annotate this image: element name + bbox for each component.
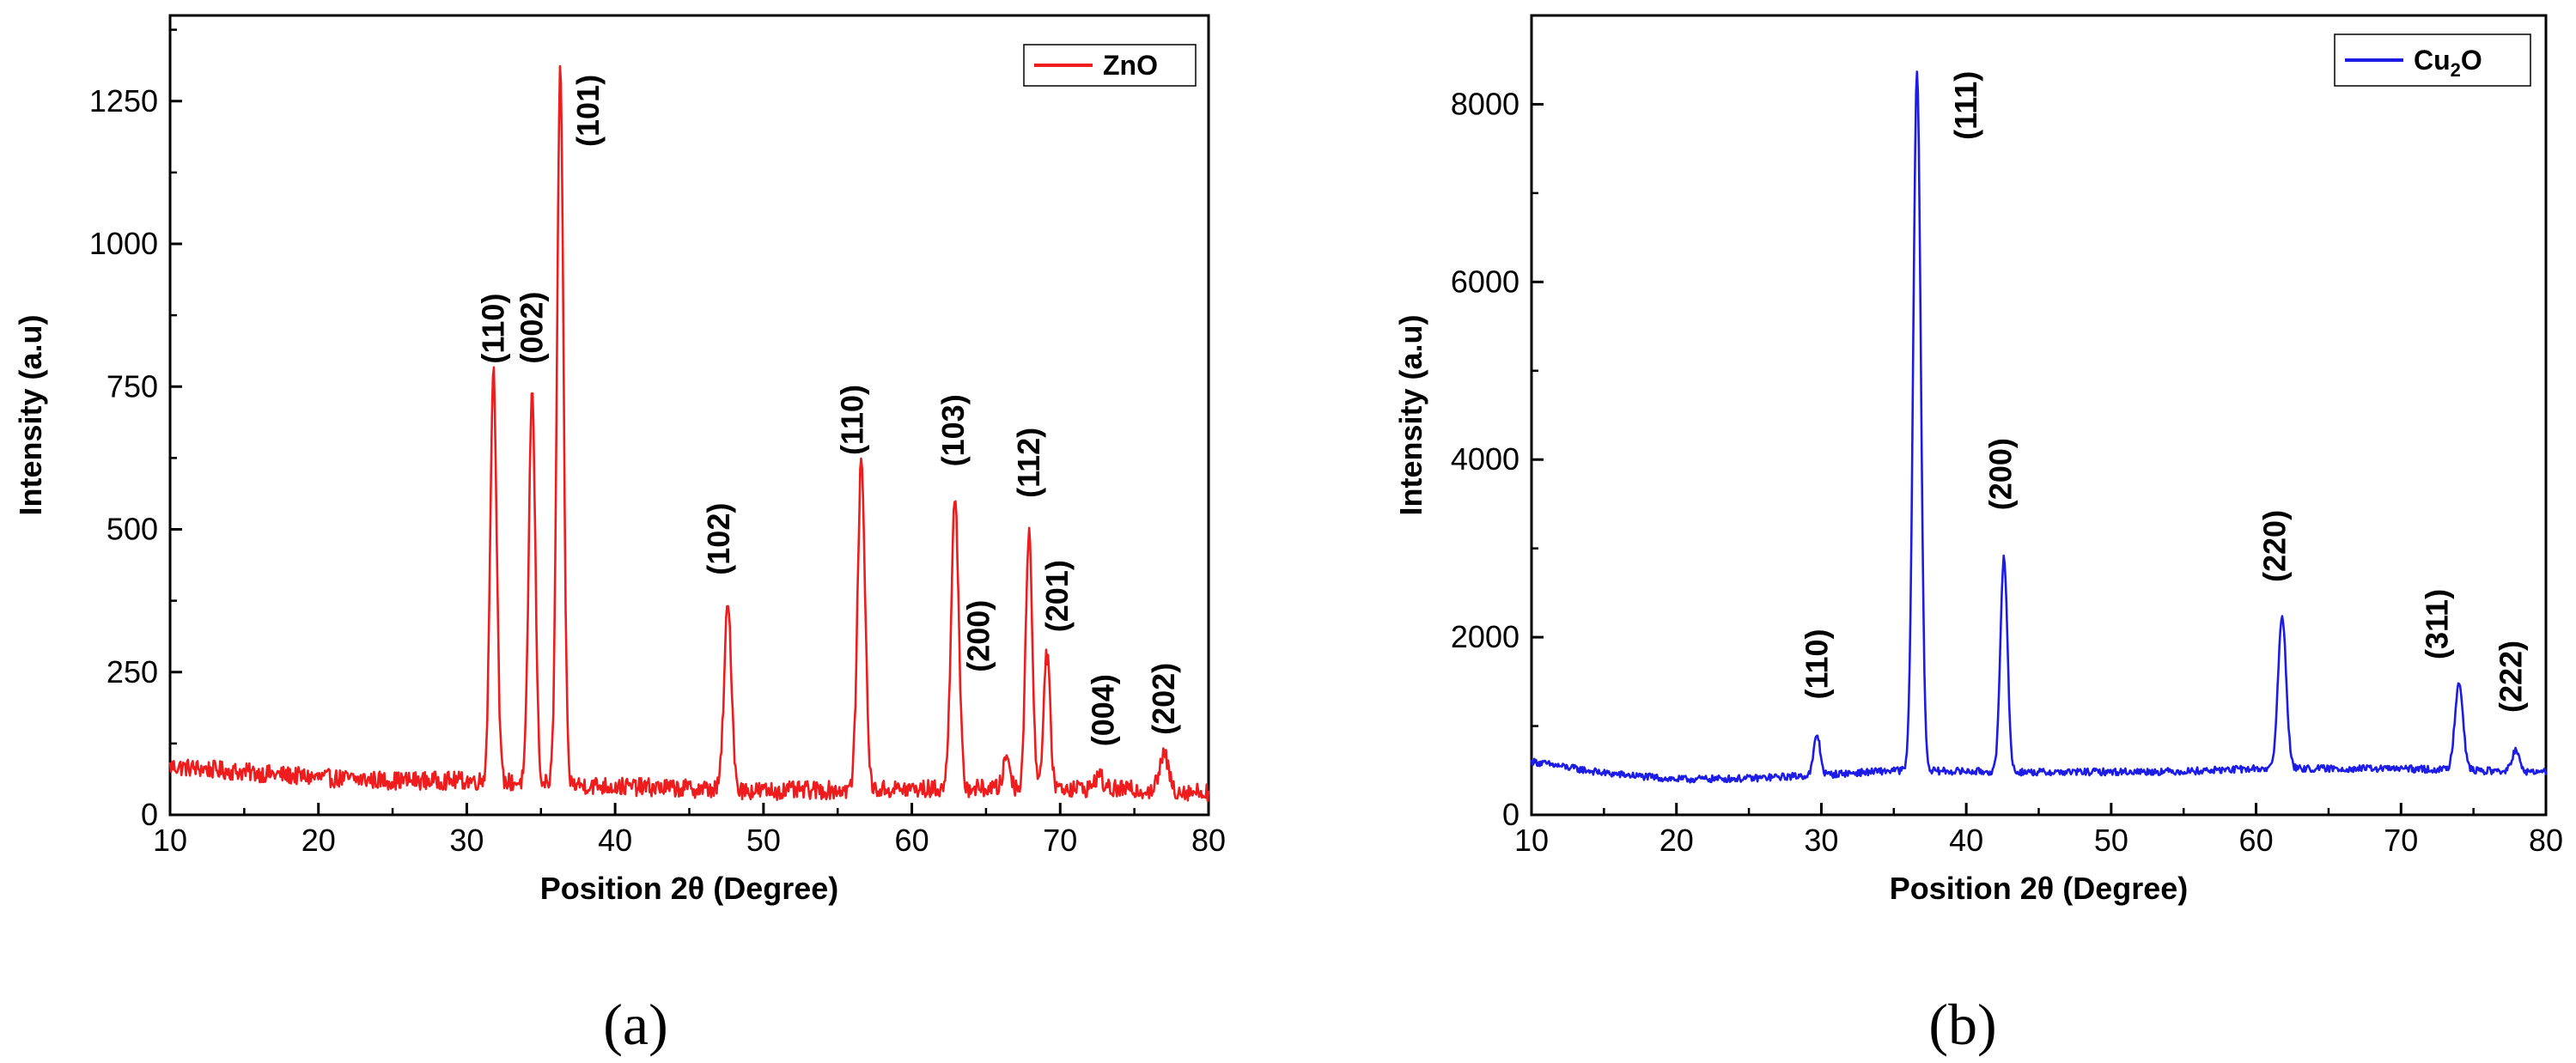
x-axis-title: Position 2θ (Degree) (1890, 871, 2189, 906)
legend-label: Cu2O (2414, 45, 2482, 81)
y-tick-label: 1000 (89, 226, 158, 261)
x-tick-label: 20 (301, 823, 336, 858)
y-tick-label: 6000 (1451, 264, 1519, 299)
y-tick-label: 250 (107, 654, 158, 689)
chart-panel-a: 10 20 30 40 50 60 70 80 0 250 500 750 1000 1250 Positi… (13, 14, 1226, 1057)
plot-frame (168, 14, 1210, 817)
y-tick-label: 500 (107, 512, 158, 547)
y-tick-label: 750 (107, 368, 158, 404)
peak-label: (110) (834, 385, 869, 455)
peak-label: (103) (935, 394, 971, 466)
x-tick-label: 60 (2239, 823, 2274, 858)
peak-label: (200) (960, 600, 996, 672)
peak-label: (111) (1948, 71, 1983, 140)
y-tick-label: 0 (141, 797, 158, 832)
x-tick-label: 10 (153, 823, 187, 858)
x-tick-label: 70 (1043, 823, 1077, 858)
x-tick-label: 40 (598, 823, 632, 858)
panel-caption: (b) (1928, 992, 1996, 1057)
peak-label: (201) (1039, 560, 1075, 632)
plot-frame (1530, 14, 2548, 817)
x-tick-label: 80 (1191, 823, 1226, 858)
peak-label: (110) (1799, 629, 1834, 699)
x-axis-title: Position 2θ (Degree) (540, 871, 839, 906)
peak-label: (202) (1146, 663, 1181, 735)
x-tick-label: 20 (1659, 823, 1694, 858)
y-tick-label: 0 (1502, 797, 1519, 832)
y-tick-label: 8000 (1451, 86, 1519, 121)
x-tick-label: 70 (2384, 823, 2418, 858)
peak-label: (002) (514, 292, 549, 364)
x-tick-label: 50 (746, 823, 781, 858)
legend-label: ZnO (1103, 50, 1158, 81)
y-tick-label: 4000 (1451, 441, 1519, 477)
x-tick-label: 30 (1804, 823, 1838, 858)
x-tick-label: 10 (1514, 823, 1549, 858)
peak-label: (102) (701, 503, 736, 575)
y-tick-label: 2000 (1451, 619, 1519, 654)
peak-label: (222) (2494, 641, 2529, 713)
panel-caption: (a) (603, 992, 667, 1057)
peak-label: (101) (570, 75, 606, 147)
peak-label: (004) (1085, 674, 1120, 746)
x-tick-label: 30 (449, 823, 484, 858)
chart-panel-b: 10 20 30 40 50 60 70 80 0 2000 4000 6000 8000 Positio… (1393, 14, 2563, 1057)
y-tick-label: 1250 (89, 83, 158, 118)
x-tick-label: 50 (2094, 823, 2128, 858)
x-tick-label: 40 (1949, 823, 1983, 858)
y-axis-title: Intensity (a.u) (13, 314, 48, 515)
peak-label: (112) (1011, 428, 1046, 498)
x-tick-label: 80 (2529, 823, 2563, 858)
y-axis-title: Intensity (a.u) (1393, 314, 1428, 515)
peak-label: (200) (1983, 438, 2019, 510)
series-line-a (168, 64, 1210, 803)
peak-label: (110) (476, 294, 511, 364)
peak-label: (311) (2419, 589, 2454, 659)
x-tick-label: 60 (895, 823, 929, 858)
series-line-b (1530, 70, 2548, 784)
peak-label: (220) (2257, 510, 2293, 582)
